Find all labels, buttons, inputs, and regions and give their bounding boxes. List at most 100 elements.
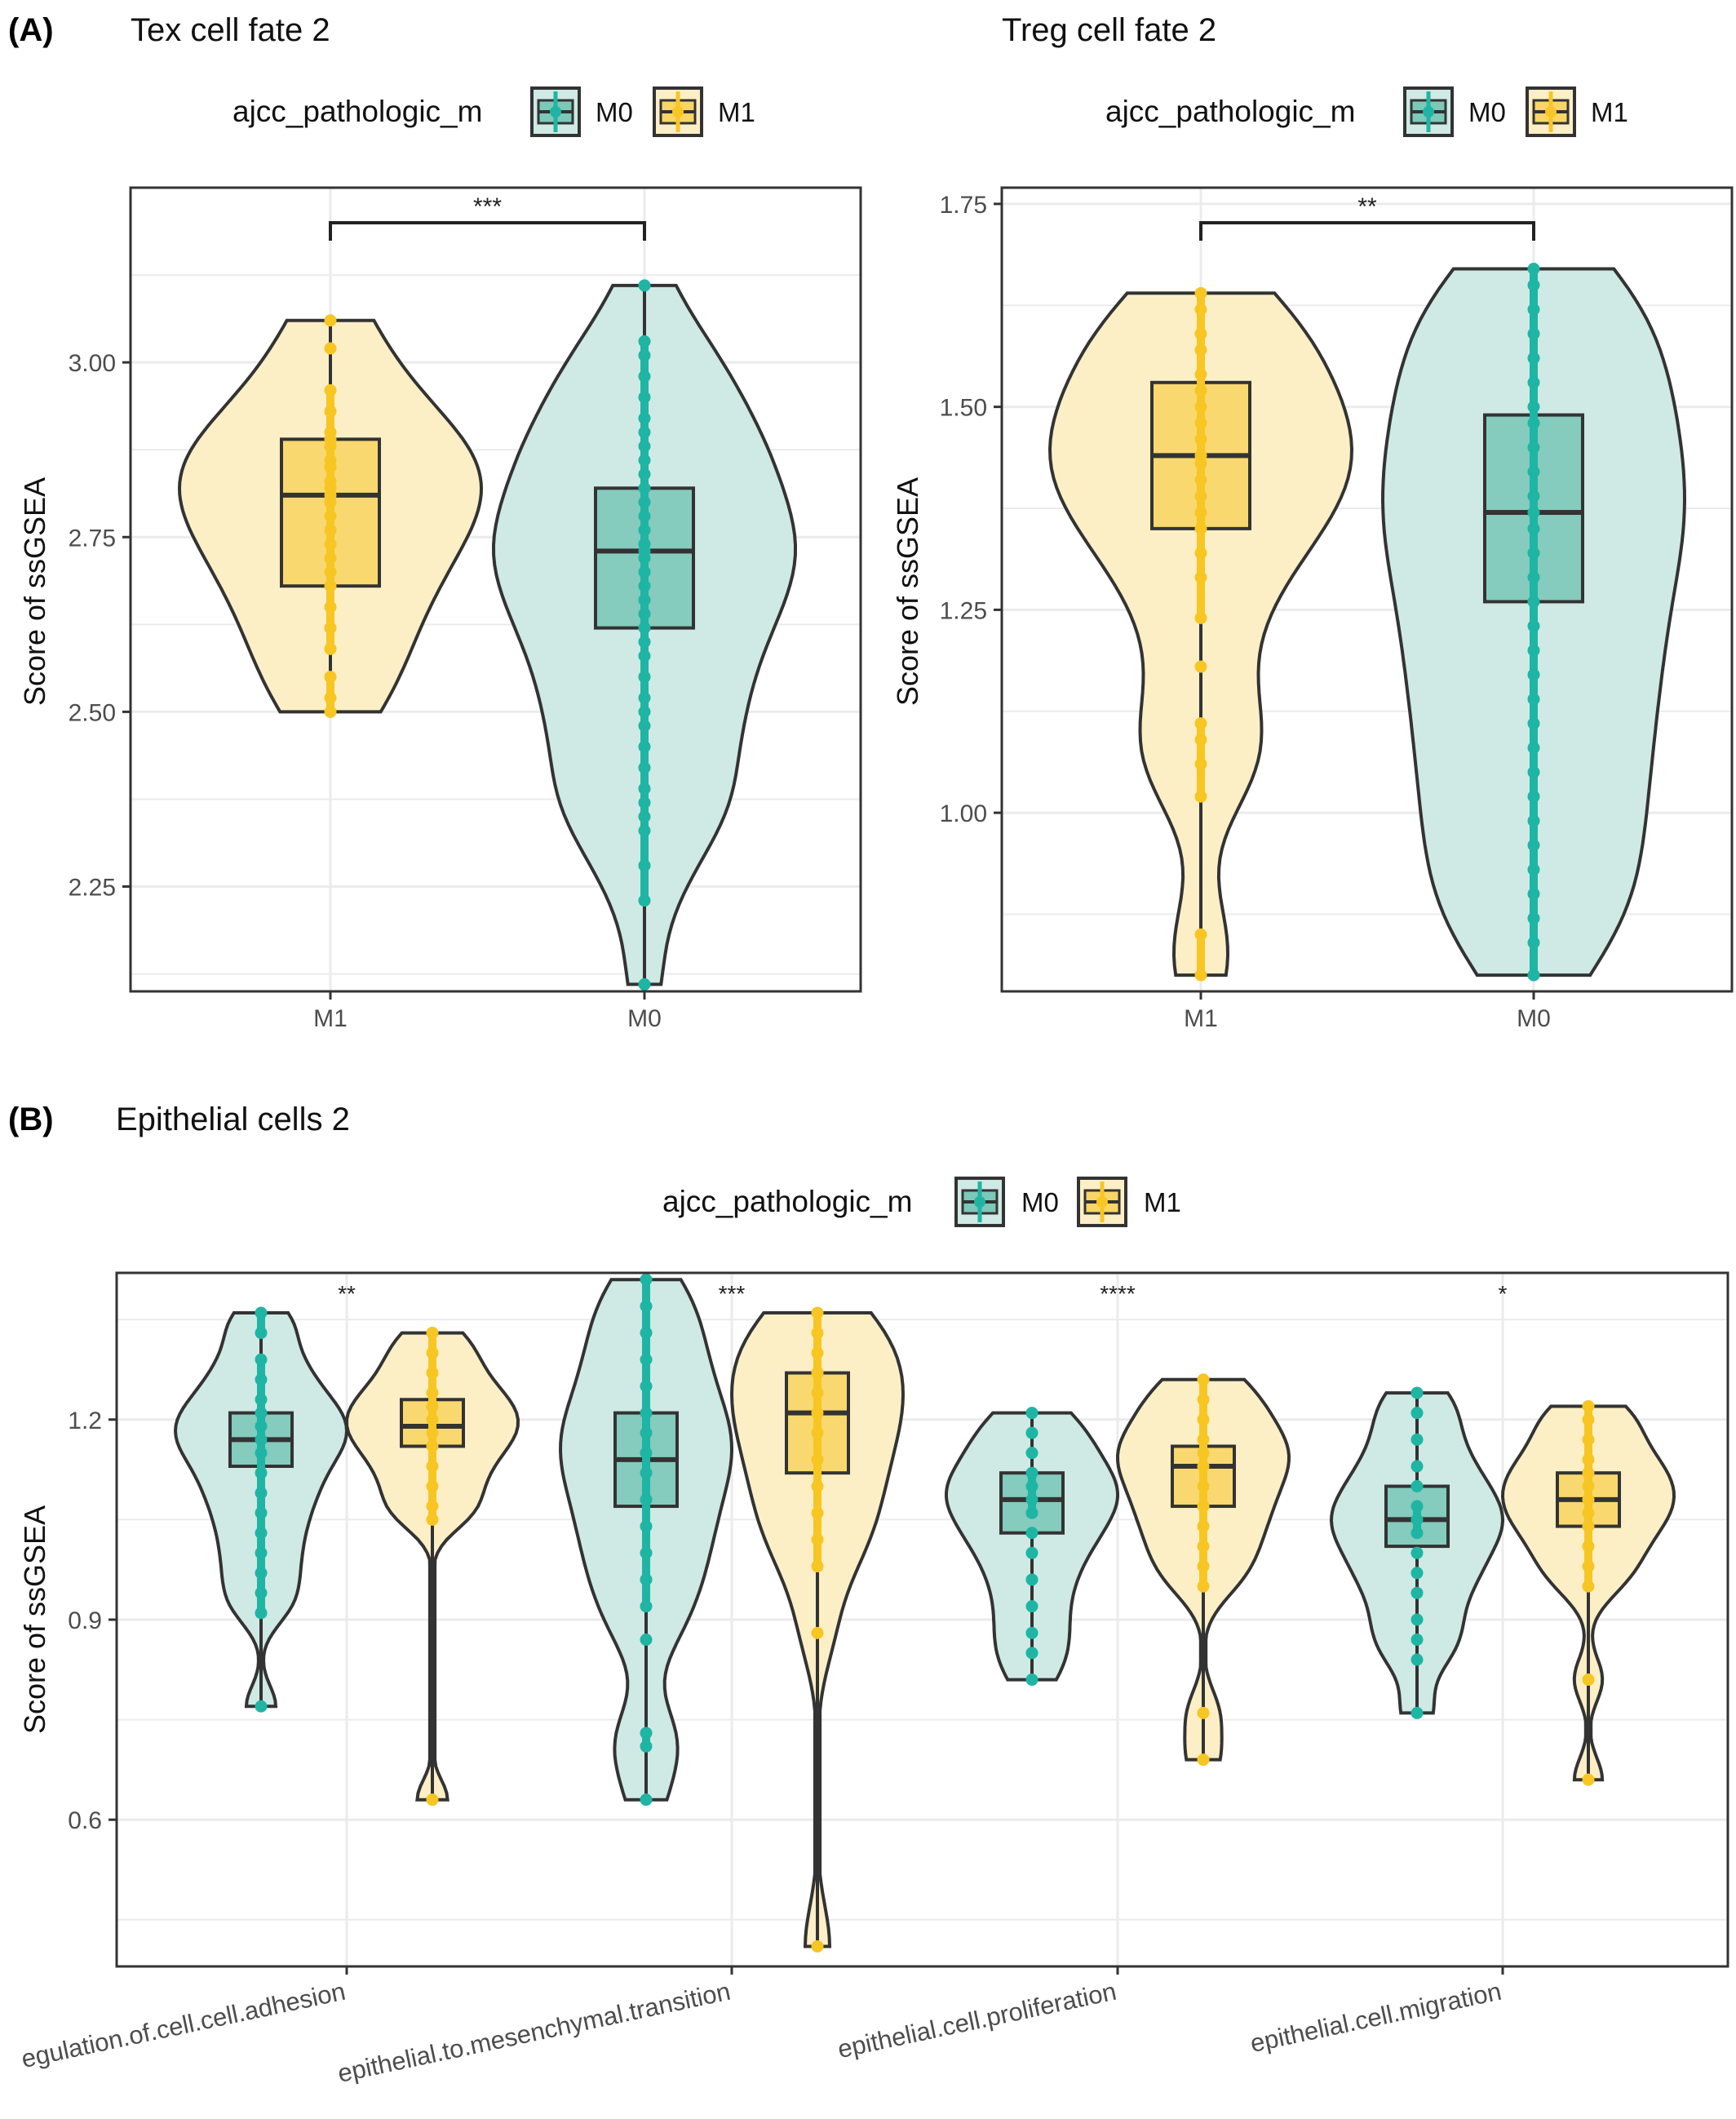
data-point [638, 495, 651, 508]
chart-title: Tex cell fate 2 [131, 12, 330, 48]
data-point [1582, 1540, 1595, 1553]
violin-group [945, 1407, 1119, 1687]
data-point [638, 859, 651, 872]
data-point [426, 1793, 439, 1806]
data-point [1025, 1626, 1038, 1639]
panel-b: (B) Epithelial cells 2 ajcc_pathologic_m… [8, 1102, 1729, 2088]
data-point [1194, 286, 1207, 299]
data-point [324, 454, 337, 467]
data-point [1197, 1560, 1210, 1573]
data-point [638, 894, 651, 907]
data-point [255, 1447, 268, 1460]
data-point [1582, 1580, 1595, 1593]
data-point [638, 565, 651, 579]
data-point [1194, 547, 1207, 560]
data-point [255, 1527, 268, 1540]
legend-title: ajcc_pathologic_m [662, 1185, 912, 1218]
chart-title: Treg cell fate 2 [1002, 12, 1216, 48]
legend-key-point [672, 106, 684, 117]
data-point [638, 279, 651, 292]
data-point [638, 740, 651, 753]
data-point [1582, 1560, 1595, 1573]
data-point [426, 1500, 439, 1513]
data-point [1025, 1426, 1038, 1439]
data-point [640, 1407, 653, 1420]
data-point [426, 1460, 439, 1473]
data-point [1194, 344, 1207, 357]
data-point [638, 649, 651, 663]
data-point [1527, 595, 1540, 608]
data-point [324, 622, 337, 635]
data-point [1194, 571, 1207, 584]
panel-a-left: (A) Tex cell fate 2 ajcc_pathologic_m M0… [8, 12, 862, 1032]
data-point [1410, 1567, 1424, 1580]
data-point [638, 782, 651, 796]
data-point [1410, 1546, 1424, 1559]
data-point [426, 1346, 439, 1359]
data-point [1025, 1493, 1038, 1506]
data-point [1410, 1500, 1424, 1513]
data-point [255, 1607, 268, 1620]
data-point [324, 383, 337, 397]
legend-key-point [550, 106, 561, 117]
data-point [1194, 384, 1207, 397]
data-point [1025, 1647, 1038, 1660]
data-point [811, 1346, 824, 1359]
data-point [1410, 1706, 1424, 1719]
data-point [1527, 814, 1540, 827]
data-point [640, 1600, 653, 1613]
data-point [638, 977, 651, 991]
legend-key-m1 [1526, 86, 1576, 137]
data-point [1197, 1753, 1210, 1767]
data-point [1582, 1466, 1595, 1479]
panel-label-b: (B) [8, 1102, 54, 1137]
data-point [255, 1393, 268, 1406]
legend-label-m1: M1 [1591, 97, 1628, 127]
data-point [811, 1327, 824, 1340]
data-point [1527, 693, 1540, 706]
plot-area: 2.25 2.50 2.75 3.00 M1 M0 *** [69, 186, 862, 1032]
data-point [1025, 1466, 1038, 1479]
data-point [1527, 644, 1540, 657]
data-point [1194, 790, 1207, 803]
y-tick-label: 1.00 [940, 800, 987, 827]
data-point [1410, 1653, 1424, 1666]
data-point [811, 1506, 824, 1519]
data-point [255, 1567, 268, 1580]
x-tick-label: epithelial.cell.proliferation [835, 1977, 1119, 2064]
y-tick-label: 1.25 [940, 597, 987, 624]
data-point [640, 1447, 653, 1460]
data-point [426, 1480, 439, 1493]
legend-key-point [1096, 1196, 1108, 1208]
data-point [638, 426, 651, 439]
data-point [1527, 262, 1540, 275]
data-point [255, 1407, 268, 1420]
data-point [1582, 1773, 1595, 1786]
data-point [1194, 522, 1207, 535]
data-point [811, 1560, 824, 1573]
legend: ajcc_pathologic_m M0 M1 [1105, 86, 1628, 137]
x-tick-label: egulation.of.cell.cell.adhesion [19, 1977, 348, 2073]
data-point [638, 796, 651, 809]
data-point [1197, 1520, 1210, 1533]
data-point [811, 1306, 824, 1319]
legend-key-point [1423, 106, 1434, 117]
data-point [638, 538, 651, 551]
data-point [1194, 660, 1207, 673]
data-point [426, 1513, 439, 1526]
data-point [1197, 1447, 1210, 1460]
significance-label: * [1499, 1281, 1508, 1306]
data-point [1197, 1433, 1210, 1446]
data-point [1197, 1460, 1210, 1473]
violin-group [558, 1273, 734, 1806]
data-point [638, 481, 651, 494]
significance-bracket [329, 221, 646, 241]
data-point [638, 824, 651, 837]
data-point [640, 1727, 653, 1740]
data-point [811, 1453, 824, 1466]
y-tick-label: 2.25 [69, 875, 116, 902]
data-point [1410, 1527, 1424, 1540]
violin-group [491, 279, 798, 991]
y-tick-label: 0.6 [68, 1807, 102, 1834]
